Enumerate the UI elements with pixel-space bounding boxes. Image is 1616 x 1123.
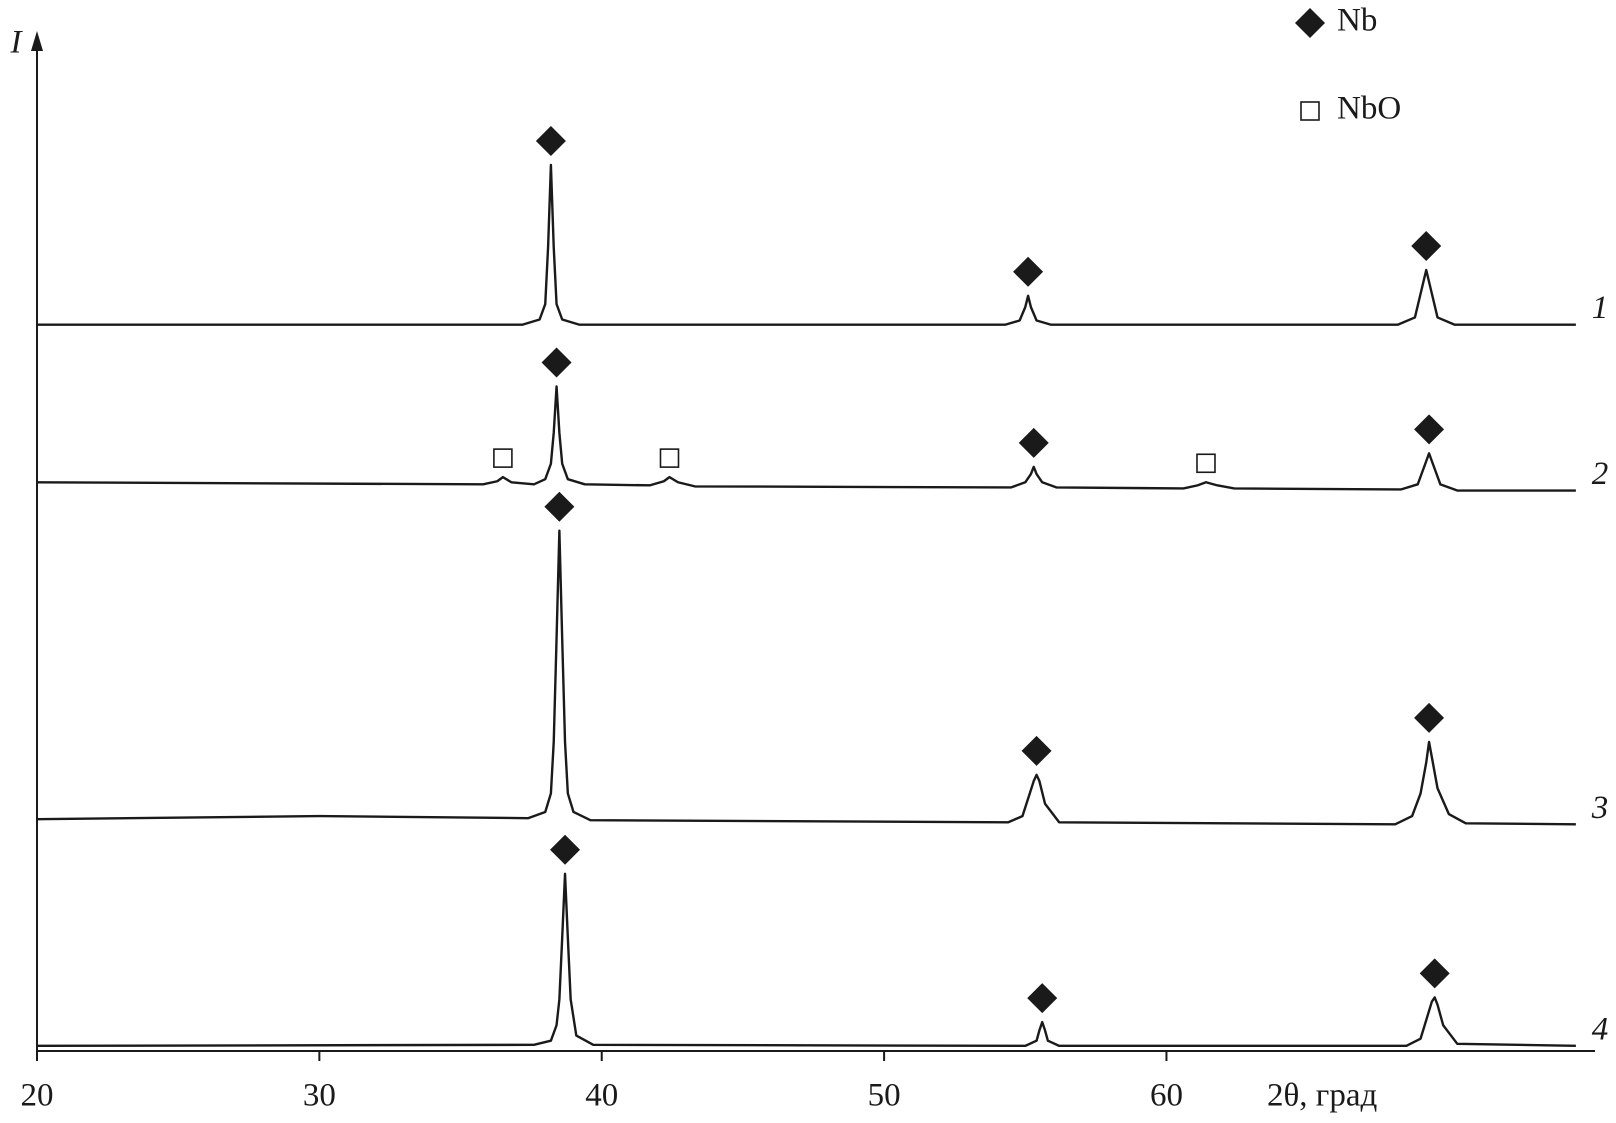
legend-label: NbO [1337, 91, 1401, 127]
peak-marker [544, 491, 575, 522]
xrd-curve [36, 529, 1576, 826]
peak-marker [535, 125, 566, 156]
peak-marker [1411, 231, 1442, 262]
x-tick-label: 60 [1150, 1078, 1183, 1114]
legend-marker [1300, 101, 1320, 121]
peak-marker [1414, 702, 1445, 733]
peak-marker [1013, 256, 1044, 287]
series-label: 1 [1592, 290, 1609, 326]
series-label: 3 [1591, 790, 1609, 826]
peak-marker [1021, 735, 1052, 766]
peak-marker [493, 448, 513, 468]
xrd-curve [36, 872, 1576, 1048]
legend-label: Nb [1337, 3, 1377, 39]
series-label: 2 [1592, 456, 1609, 492]
peak-marker [659, 448, 680, 468]
xrd-curve [37, 163, 1576, 326]
peak-marker [1018, 427, 1049, 458]
peak-marker [1196, 453, 1216, 474]
x-tick-label: 30 [303, 1078, 336, 1114]
series-label: 4 [1592, 1011, 1609, 1047]
x-tick-label: 40 [585, 1078, 618, 1114]
x-tick-label: 20 [21, 1078, 54, 1114]
x-axis-label: 2θ, град [1267, 1078, 1377, 1114]
peak-marker [550, 834, 581, 865]
peak-marker [1414, 414, 1445, 445]
legend-marker [1295, 8, 1325, 38]
xrd-curve [36, 385, 1576, 492]
y-axis-label: I [10, 25, 24, 61]
x-tick-label: 50 [868, 1078, 901, 1114]
y-axis-arrow [31, 31, 43, 51]
peak-marker [541, 347, 572, 378]
peak-marker [1419, 958, 1450, 989]
peak-marker [1027, 983, 1058, 1014]
